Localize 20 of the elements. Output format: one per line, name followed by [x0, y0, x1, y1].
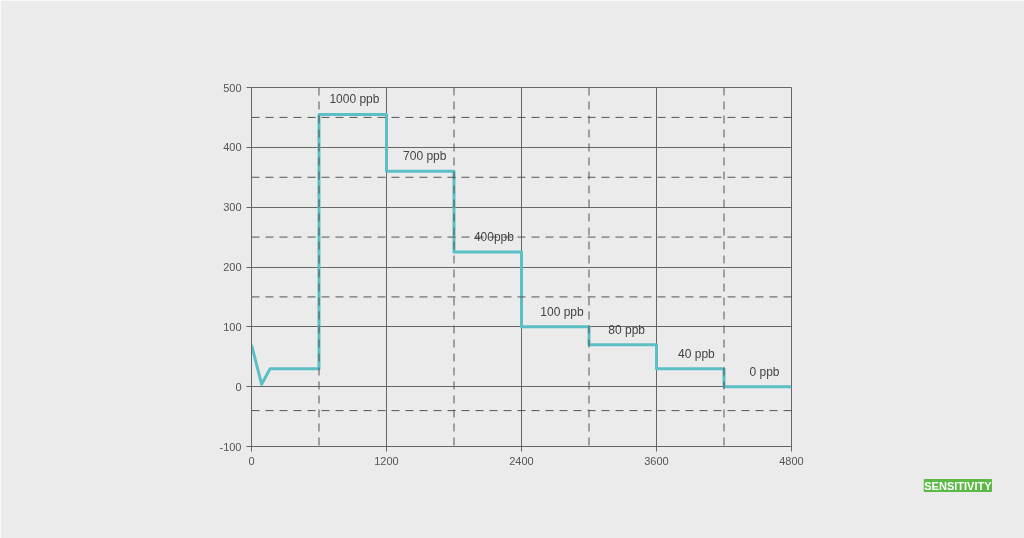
- x-tick-label: 4800: [779, 454, 804, 467]
- x-tick-label: 1200: [374, 454, 399, 467]
- y-tick-label: 400: [223, 141, 242, 154]
- annotation: 40 ppb: [678, 346, 716, 361]
- annotation: 700 ppb: [403, 149, 447, 164]
- annotation: 400ppb: [473, 230, 515, 245]
- x-tick-label: 2400: [509, 454, 534, 467]
- y-tick-label: -100: [219, 440, 242, 453]
- annotation: 1000 ppb: [329, 92, 380, 107]
- annotation: 0 ppb: [749, 364, 780, 379]
- y-tick-label: 100: [223, 320, 242, 333]
- x-tick-label: 3600: [644, 454, 669, 467]
- y-tick-label: 500: [223, 81, 242, 94]
- text: SENSITIVITY: [924, 479, 993, 492]
- annotation: 80 ppb: [608, 322, 646, 337]
- y-tick-label: 300: [223, 201, 242, 214]
- y-tick-label: 200: [223, 261, 242, 273]
- y-tick-label: 0: [235, 380, 242, 393]
- x-tick-label: 0: [248, 454, 255, 467]
- annotation: 100 ppb: [540, 304, 585, 319]
